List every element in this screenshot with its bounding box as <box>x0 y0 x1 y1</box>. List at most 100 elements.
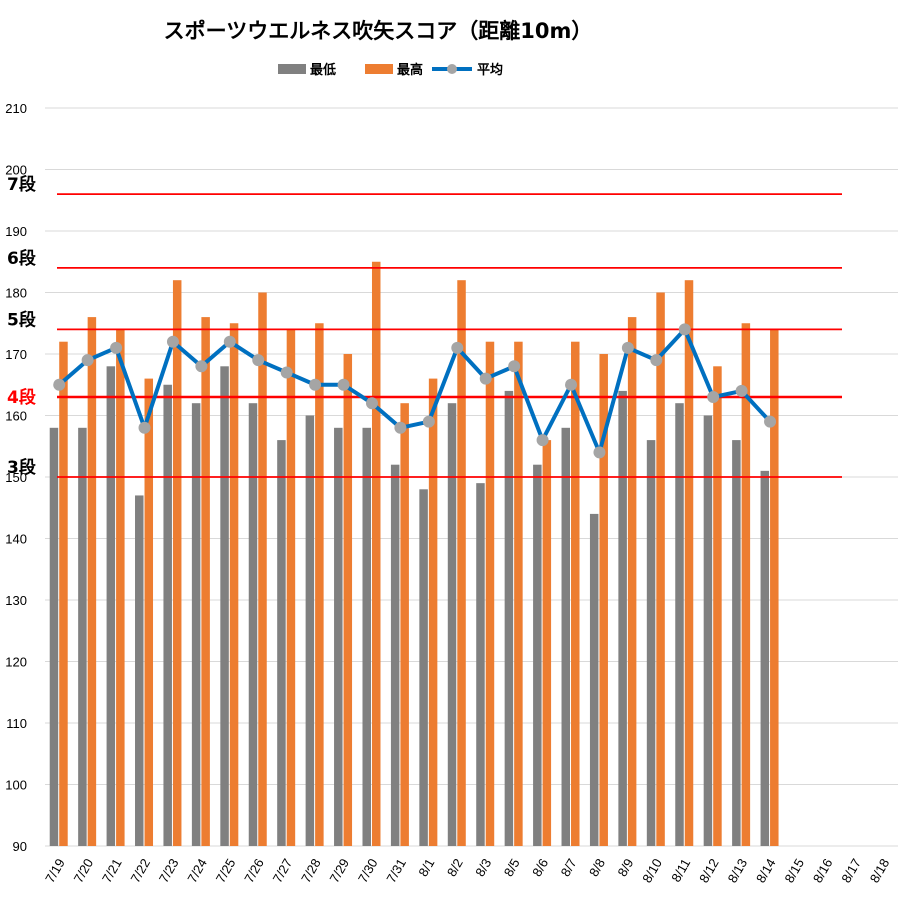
x-tick-label: 7/22 <box>127 856 153 885</box>
bar-max-7/19 <box>59 341 68 846</box>
bar-max-8/12 <box>713 366 722 846</box>
x-tick-label: 8/7 <box>558 856 580 879</box>
x-tick-label: 7/23 <box>156 856 182 885</box>
bar-min-8/8 <box>589 513 599 846</box>
bar-max-8/2 <box>457 280 466 846</box>
average-line <box>53 323 777 459</box>
x-tick-label: 8/8 <box>586 856 608 879</box>
bar-max-7/25 <box>229 323 239 846</box>
average-point <box>110 341 123 354</box>
bar-min-8/3 <box>476 483 485 846</box>
x-tick-label: 8/11 <box>668 856 693 885</box>
bar-max-7/27 <box>286 329 296 846</box>
average-point <box>223 335 236 348</box>
average-point <box>337 378 350 391</box>
x-tick-label: 8/17 <box>838 856 864 885</box>
bar-min-8/11 <box>675 403 684 846</box>
legend-label-max: 最高 <box>397 62 423 78</box>
bar-max-8/7 <box>571 341 580 846</box>
bar-min-8/5 <box>504 390 514 846</box>
y-tick-label: 110 <box>6 716 27 731</box>
bar-min-7/31 <box>390 464 400 846</box>
x-tick-label: 7/25 <box>213 856 239 885</box>
bar-max-7/23 <box>172 280 182 846</box>
legend: 最低 最高 平均 <box>278 62 503 78</box>
x-axis-ticks: 7/19 7/20 7/21 7/22 7/23 7/24 7/25 7/26 7/27 7/28… <box>42 856 892 885</box>
x-tick-label: 8/5 <box>501 856 523 879</box>
bar-min-8/10 <box>646 440 656 846</box>
x-tick-label: 7/26 <box>241 856 267 885</box>
gridlines <box>45 107 898 847</box>
x-tick-label: 7/19 <box>42 856 68 885</box>
legend-swatch-min <box>278 64 306 74</box>
bar-min-7/28 <box>305 415 315 846</box>
rank-label: 3段 <box>7 457 36 478</box>
x-tick-label: 8/10 <box>639 856 665 885</box>
bar-min-7/19 <box>49 427 59 846</box>
x-tick-label: 8/16 <box>810 856 836 885</box>
bar-max-7/30 <box>371 261 381 846</box>
bar-max-7/29 <box>343 354 353 846</box>
y-tick-label: 150 <box>5 470 27 485</box>
bar-max-7/21 <box>116 329 125 846</box>
bar-min-7/24 <box>191 403 201 846</box>
average-point <box>138 421 151 434</box>
y-tick-label: 200 <box>5 163 27 178</box>
average-point <box>565 378 578 391</box>
x-tick-label: 7/28 <box>298 856 324 885</box>
bar-max-8/13 <box>741 323 751 846</box>
x-tick-label: 7/21 <box>99 856 125 885</box>
y-tick-label: 120 <box>5 655 27 670</box>
x-tick-label: 8/18 <box>867 856 893 885</box>
average-point <box>764 415 777 428</box>
bar-max-8/1 <box>428 378 438 846</box>
x-tick-label: 8/12 <box>696 856 722 885</box>
average-point <box>252 354 265 367</box>
average-point <box>735 384 748 397</box>
rank-label: 4段 <box>7 387 36 408</box>
average-point <box>593 446 606 459</box>
legend-marker-avg <box>447 64 457 74</box>
y-tick-label: 170 <box>5 347 27 362</box>
average-point <box>394 421 407 434</box>
bar-max-7/22 <box>144 378 154 846</box>
bar-max-8/5 <box>514 341 523 846</box>
y-tick-label: 190 <box>5 224 27 239</box>
average-point <box>365 397 378 410</box>
average-point <box>53 378 66 391</box>
x-tick-label: 7/20 <box>71 856 97 885</box>
bar-max-8/6 <box>542 440 552 846</box>
y-tick-label: 180 <box>5 286 27 301</box>
x-tick-label: 7/31 <box>383 856 409 885</box>
bars <box>49 261 779 847</box>
average-point <box>309 378 322 391</box>
rank-label: 7段 <box>7 174 36 195</box>
bar-min-7/21 <box>106 366 116 846</box>
x-tick-label: 8/13 <box>725 856 751 885</box>
x-tick-label: 8/15 <box>781 856 807 885</box>
y-axis-ticks: 90 100 110 120 130 140 150 160 170 180 190 200 210 <box>5 101 27 854</box>
y-tick-label: 140 <box>5 532 27 547</box>
y-tick-label: 210 <box>5 101 27 116</box>
x-tick-label: 8/1 <box>415 856 437 879</box>
average-point <box>650 354 663 367</box>
bar-max-7/24 <box>201 317 210 847</box>
legend-label-avg: 平均 <box>477 62 503 78</box>
bar-max-8/11 <box>684 280 694 846</box>
average-point <box>451 341 464 354</box>
bar-min-7/23 <box>163 384 172 846</box>
bar-max-7/28 <box>315 323 324 846</box>
x-tick-label: 8/2 <box>444 856 466 879</box>
bar-min-8/1 <box>419 489 428 846</box>
rank-label: 6段 <box>7 248 36 269</box>
bar-min-7/25 <box>220 366 229 846</box>
bar-min-8/6 <box>533 464 542 846</box>
bar-min-8/13 <box>732 440 741 846</box>
bar-max-7/20 <box>87 317 97 847</box>
bar-max-7/26 <box>258 292 267 846</box>
bar-min-7/26 <box>248 403 258 846</box>
bar-min-7/27 <box>277 440 286 846</box>
average-point <box>678 323 691 336</box>
bar-max-8/10 <box>656 292 665 846</box>
